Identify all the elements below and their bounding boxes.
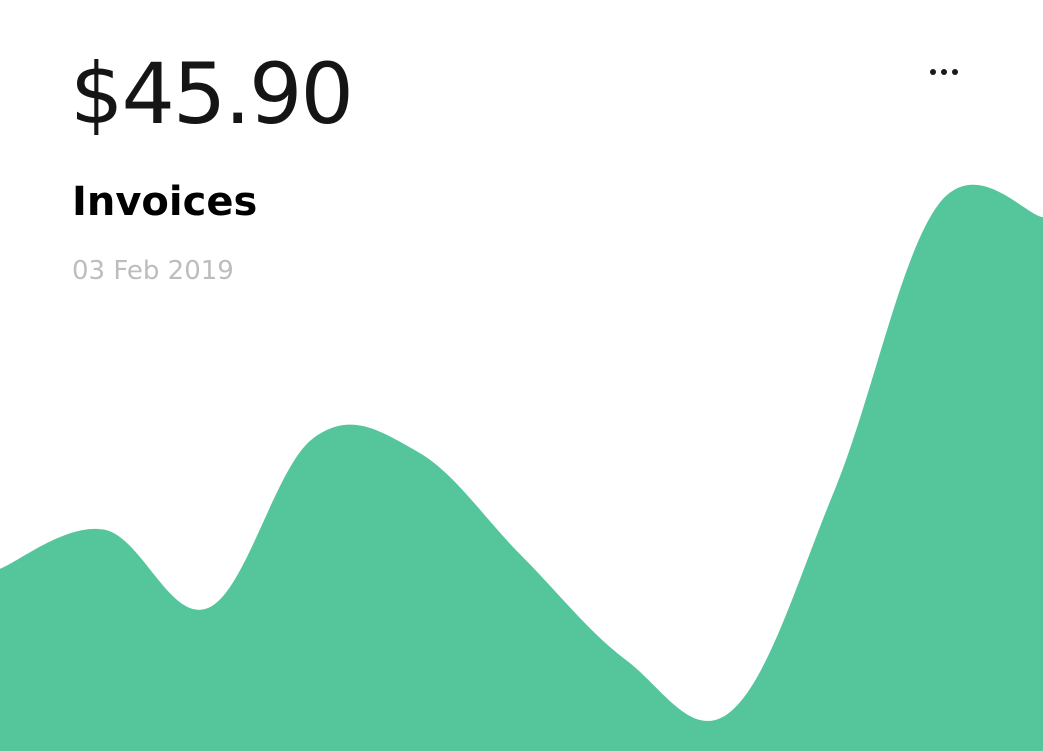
more-horizontal-icon-dot xyxy=(952,69,958,75)
more-horizontal-icon-dot xyxy=(930,69,936,75)
card-title: Invoices xyxy=(72,179,258,225)
area-series xyxy=(0,184,1043,751)
invoice-date: 03 Feb 2019 xyxy=(72,256,234,286)
more-options-button[interactable] xyxy=(912,58,976,86)
invoice-amount: $45.90 xyxy=(70,45,354,143)
more-horizontal-icon-dot xyxy=(941,69,947,75)
